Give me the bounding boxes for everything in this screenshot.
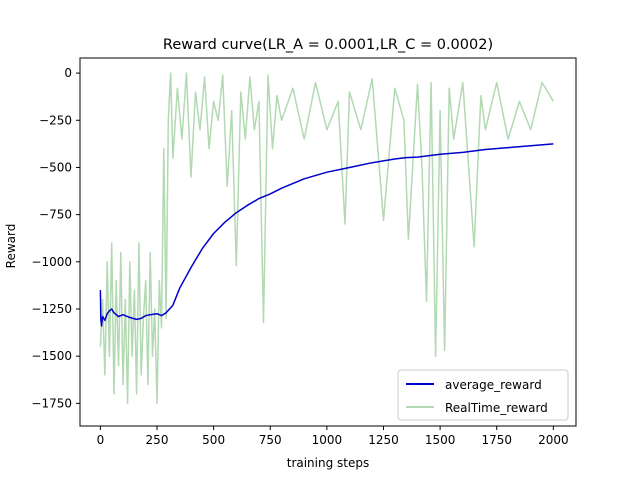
legend-label-realtime-reward: RealTime_reward bbox=[445, 401, 548, 415]
y-tick-label: −750 bbox=[39, 208, 72, 222]
y-tick-label: −250 bbox=[39, 113, 72, 127]
x-tick-label: 1500 bbox=[425, 433, 456, 447]
y-tick-label: 0 bbox=[64, 66, 72, 80]
x-tick-label: 750 bbox=[259, 433, 282, 447]
legend-label-average-reward: average_reward bbox=[445, 378, 542, 392]
y-tick-label: −1500 bbox=[31, 349, 72, 363]
x-tick-label: 500 bbox=[202, 433, 225, 447]
x-tick-label: 1000 bbox=[312, 433, 343, 447]
x-tick-label: 250 bbox=[146, 433, 169, 447]
x-axis-label: training steps bbox=[287, 456, 370, 470]
y-tick-label: −1250 bbox=[31, 302, 72, 316]
x-tick-label: 1250 bbox=[368, 433, 399, 447]
legend: average_reward RealTime_reward bbox=[397, 369, 569, 421]
x-tick-label: 1750 bbox=[481, 433, 512, 447]
y-tick-label: −1750 bbox=[31, 396, 72, 410]
chart-title: Reward curve(LR_A = 0.0001,LR_C = 0.0002… bbox=[163, 37, 493, 53]
x-tick-label: 2000 bbox=[538, 433, 569, 447]
x-axis: 0 250 500 750 1000 1250 1500 1750 2000 bbox=[97, 426, 569, 447]
y-axis-label: Reward bbox=[4, 224, 18, 269]
series-line-realtime-reward bbox=[99, 72, 555, 405]
series-line-average-reward bbox=[99, 143, 554, 327]
plot-frame bbox=[79, 57, 577, 427]
y-axis: 0 −250 −500 −750 −1000 −1250 −1500 −1750 bbox=[31, 66, 80, 410]
x-tick-label: 0 bbox=[97, 433, 105, 447]
y-tick-label: −500 bbox=[39, 160, 72, 174]
legend-box bbox=[397, 369, 569, 421]
plot-area bbox=[99, 72, 555, 405]
y-tick-label: −1000 bbox=[31, 255, 72, 269]
